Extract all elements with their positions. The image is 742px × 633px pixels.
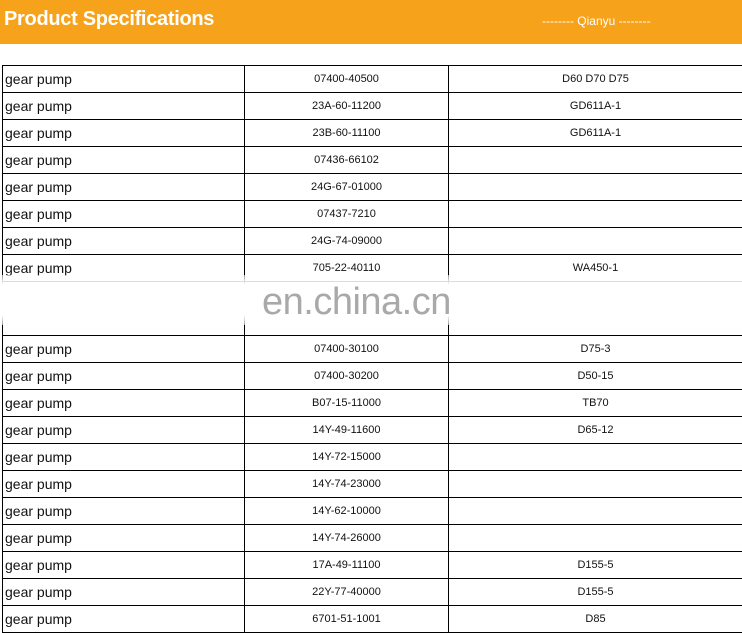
watermark-band: en.china.cn: [0, 275, 742, 325]
machine-model: [449, 525, 742, 552]
machine-model: D155-5: [449, 552, 742, 579]
machine-model: [449, 147, 742, 174]
machine-model: [449, 228, 742, 255]
machine-model: GD611A-1: [449, 120, 742, 147]
product-name: gear pump: [3, 525, 245, 552]
part-number: 07400-30100: [245, 336, 449, 363]
part-number: 6701-51-1001: [245, 606, 449, 633]
machine-model: D75-3: [449, 336, 742, 363]
part-number: 24G-74-09000: [245, 228, 449, 255]
part-number: 24G-67-01000: [245, 174, 449, 201]
product-name: gear pump: [3, 552, 245, 579]
product-name: gear pump: [3, 579, 245, 606]
part-number: 14Y-72-15000: [245, 444, 449, 471]
machine-model: D60 D70 D75: [449, 66, 742, 93]
part-number: 07437-7210: [245, 201, 449, 228]
product-name: gear pump: [3, 93, 245, 120]
product-name: gear pump: [3, 444, 245, 471]
product-name: gear pump: [3, 201, 245, 228]
machine-model: TB70: [449, 390, 742, 417]
part-number: 22Y-77-40000: [245, 579, 449, 606]
watermark: en.china.cn: [262, 281, 451, 324]
header-bar: Product Specifications -------- Qianyu -…: [0, 0, 742, 44]
part-number: 23A-60-11200: [245, 93, 449, 120]
machine-model: GD611A-1: [449, 93, 742, 120]
product-name: gear pump: [3, 66, 245, 93]
part-number: 07400-40500: [245, 66, 449, 93]
machine-model: D50-15: [449, 363, 742, 390]
machine-model: D155-5: [449, 579, 742, 606]
product-name: gear pump: [3, 363, 245, 390]
machine-model: [449, 201, 742, 228]
part-number: 14Y-74-23000: [245, 471, 449, 498]
part-number: 14Y-62-10000: [245, 498, 449, 525]
product-name: gear pump: [3, 417, 245, 444]
machine-model: [449, 174, 742, 201]
title: Product Specifications: [4, 8, 214, 31]
product-name: gear pump: [3, 390, 245, 417]
product-name: gear pump: [3, 498, 245, 525]
machine-model: D85: [449, 606, 742, 633]
part-number: 07400-30200: [245, 363, 449, 390]
product-name: gear pump: [3, 228, 245, 255]
product-name: gear pump: [3, 174, 245, 201]
machine-model: [449, 471, 742, 498]
product-name: gear pump: [3, 147, 245, 174]
machine-model: D65-12: [449, 417, 742, 444]
part-number: B07-15-11000: [245, 390, 449, 417]
part-number: 23B-60-11100: [245, 120, 449, 147]
brand: -------- Qianyu --------: [542, 14, 651, 28]
part-number: 07436-66102: [245, 147, 449, 174]
product-name: gear pump: [3, 120, 245, 147]
product-name: gear pump: [3, 606, 245, 633]
machine-model: [449, 498, 742, 525]
machine-model: [449, 444, 742, 471]
product-name: gear pump: [3, 336, 245, 363]
product-name: gear pump: [3, 471, 245, 498]
part-number: 14Y-74-26000: [245, 525, 449, 552]
part-number: 17A-49-11100: [245, 552, 449, 579]
part-number: 14Y-49-11600: [245, 417, 449, 444]
